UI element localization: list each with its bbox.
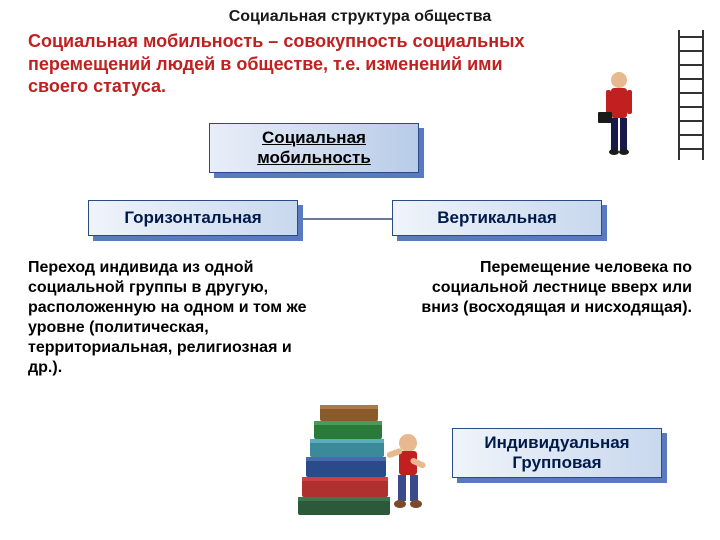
person-with-briefcase-icon bbox=[596, 70, 642, 167]
bottom-box-line1: Индивидуальная bbox=[484, 433, 629, 453]
vertical-description: Перемещение человека по социальной лестн… bbox=[392, 258, 692, 318]
books-with-person-icon bbox=[280, 385, 450, 530]
bottom-box-line2: Групповая bbox=[512, 453, 601, 473]
definition-text: Социальная мобильность – совокупность со… bbox=[0, 26, 560, 98]
connector-line bbox=[298, 218, 392, 220]
horizontal-description: Переход индивида из одной социальной гру… bbox=[28, 258, 328, 378]
individual-group-box: Индивидуальная Групповая bbox=[452, 428, 662, 478]
main-concept-box: Социальная мобильность bbox=[209, 123, 419, 173]
slide-title: Социальная структура общества bbox=[0, 0, 720, 26]
vertical-box: Вертикальная bbox=[392, 200, 602, 236]
horizontal-box: Горизонтальная bbox=[88, 200, 298, 236]
